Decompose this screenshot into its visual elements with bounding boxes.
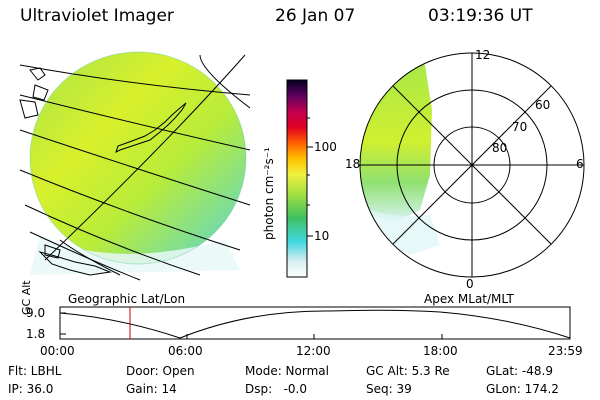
door-status: Door: Open [126,364,195,378]
glat-status: GLat: -48.9 [486,364,553,378]
seq-status: Seq: 39 [366,382,412,396]
mlt-label-0: 0 [466,277,474,291]
image-date: 26 Jan 07 [275,6,356,26]
colorbar-unit-label: photon cm⁻²s⁻¹ [262,147,276,240]
altitude-xtick-1800: 18:00 [423,344,458,358]
mlt-label-6: 6 [576,157,584,171]
gc-alt-status: GC Alt: 5.3 Re [366,364,450,378]
mlt-label-12: 12 [475,48,491,62]
geographic-image [19,51,251,281]
glon-status: GLon: 174.2 [486,382,559,396]
colorbar-tick-100: 100 [314,140,337,154]
dsp-status: Dsp: -0.0 [245,382,308,396]
right-panel-caption: Apex MLat/MLT [424,292,514,306]
mlt-label-18: 18 [345,157,361,171]
mlat-label-60: 60 [535,98,551,112]
colorbar [286,79,313,278]
left-panel-caption: Geographic Lat/Lon [68,292,186,306]
altitude-curve [59,309,571,339]
altitude-ytick-max: 9.0 [26,306,46,320]
altitude-xtick-1200: 12:00 [296,344,331,358]
mlat-label-70: 70 [512,120,528,134]
mode-status: Mode: Normal [245,364,329,378]
altitude-xtick-2359: 23:59 [548,344,583,358]
colorbar-tick-10: 10 [314,229,330,243]
gain-status: Gain: 14 [126,382,177,396]
mlat-label-80: 80 [492,141,508,155]
altitude-ytick-min: 1.8 [26,327,46,341]
ip-status: IP: 36.0 [8,382,54,396]
altitude-xtick-0000: 00:00 [40,344,75,358]
imager-title: Ultraviolet Imager [20,6,174,26]
polar-plot [359,52,585,278]
image-time: 03:19:36 UT [428,6,533,26]
filter-status: Flt: LBHL [8,364,62,378]
altitude-xtick-0600: 06:00 [168,344,203,358]
altitude-chart [59,306,571,340]
